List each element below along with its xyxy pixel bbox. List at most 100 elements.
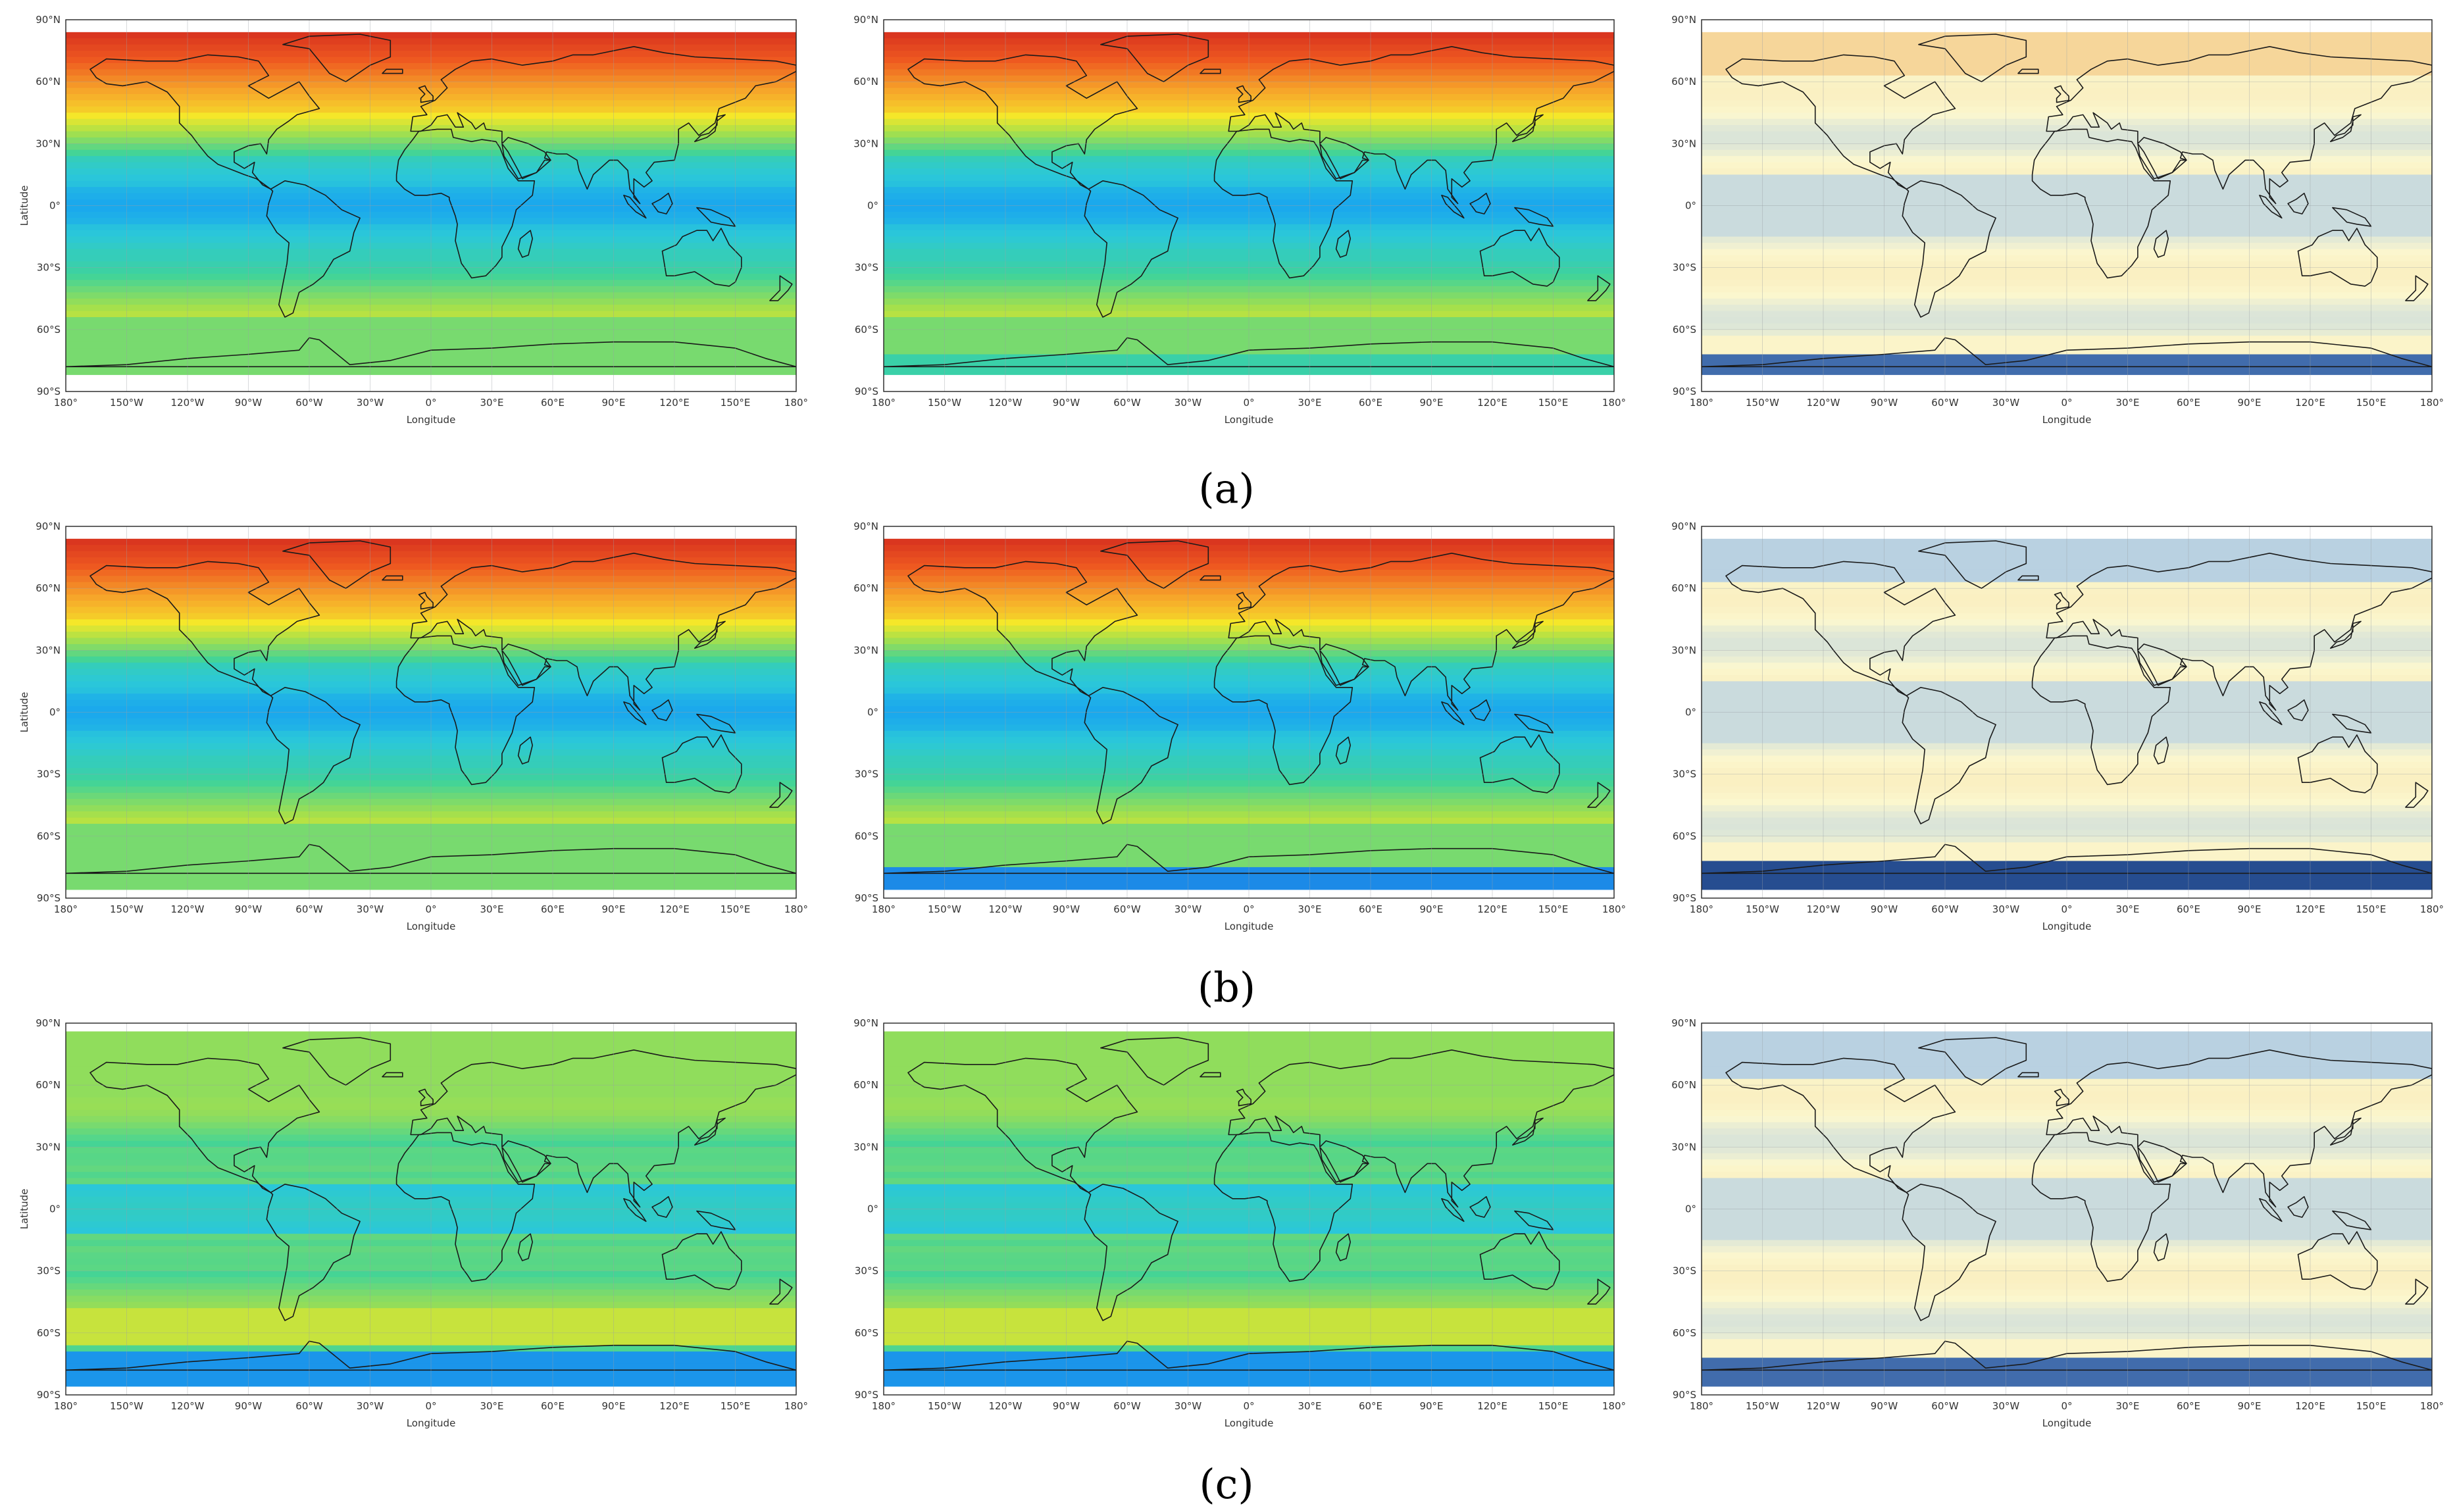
y-axis-label: Latitude (18, 1189, 30, 1230)
lon-tick-label: 120°W (989, 397, 1023, 409)
south-america-outline (1902, 180, 1996, 318)
lon-tick-label: 120°E (1477, 903, 1507, 915)
lat-tick-label: 0° (867, 707, 878, 718)
australia-outline (661, 228, 742, 287)
lat-tick-label: 90°S (1673, 1389, 1696, 1401)
lon-tick-label: 90°W (1871, 397, 1898, 409)
plot-frame (1701, 19, 2433, 392)
africa-outline (395, 635, 536, 786)
lat-tick-label: 30°N (853, 644, 878, 656)
map-panel-a-mid: 90°N 60°N 30°N 0° 30°S 60°S 90°S 180° 150°W 120°W… (831, 13, 1626, 441)
iceland-outline (382, 575, 403, 581)
lon-tick-label: 90°E (601, 397, 625, 409)
lon-tick-label: 180° (784, 1400, 808, 1412)
eurasia-outline (410, 552, 796, 711)
lon-tick-label: 150°E (1538, 1400, 1569, 1412)
new-zealand-outline (2405, 782, 2429, 808)
japan-outline (2330, 1117, 2362, 1146)
lon-tick-label: 150°E (721, 1400, 751, 1412)
sumatra-outline (2259, 701, 2283, 726)
lon-tick-label: 30°E (2115, 397, 2139, 409)
eurasia-outline (2046, 45, 2432, 205)
antarctica-outline (884, 337, 1614, 368)
new-zealand-outline (769, 275, 793, 301)
lon-tick-label: 60°E (541, 903, 565, 915)
map-panel-c-right: 90°N 60°N 30°N 0° 30°S 60°S 90°S 180° 150°W 120°W… (1649, 1017, 2444, 1444)
x-axis-label: Longitude (2042, 920, 2092, 932)
africa-outline (2031, 128, 2171, 279)
field-layer (1702, 526, 2432, 898)
new-guinea-outline (696, 713, 736, 734)
lon-tick-label: 30°W (357, 1400, 384, 1412)
lon-tick-label: 60°W (1113, 397, 1141, 409)
lon-tick-label: 120°E (2295, 397, 2325, 409)
new-zealand-outline (1587, 275, 1611, 301)
lon-tick-label: 120°W (171, 1400, 205, 1412)
uk-outline (418, 592, 434, 610)
plot-frame (65, 526, 797, 899)
lat-tick-label: 90°S (855, 1389, 878, 1401)
indonesia-borneo-outline (651, 192, 673, 214)
south-america-outline (1084, 687, 1178, 824)
australia-outline (1479, 1231, 1560, 1290)
lon-tick-label: 90°W (1053, 903, 1080, 915)
lon-tick-label: 180° (872, 903, 896, 915)
antarctica-outline (66, 844, 796, 874)
lat-tick-label: 60°N (1671, 76, 1696, 88)
lon-tick-label: 150°E (2356, 397, 2387, 409)
lon-tick-label: 180° (784, 903, 808, 915)
lon-tick-label: 30°E (2115, 903, 2139, 915)
madagascar-outline (1335, 736, 1352, 765)
lat-tick-label: 60°S (37, 324, 61, 336)
lat-tick-label: 30°S (1673, 1265, 1696, 1277)
uk-outline (418, 85, 434, 103)
lon-tick-label: 150°W (928, 903, 961, 915)
lon-tick-label: 120°E (659, 1400, 690, 1412)
iceland-outline (2017, 575, 2039, 581)
lon-tick-label: 0° (1243, 1400, 1254, 1412)
antarctica-outline (884, 1340, 1614, 1371)
field-layer (884, 20, 1614, 391)
map-panel-b-right: 90°N 60°N 30°N 0° 30°S 60°S 90°S 180° 150°W 120°W… (1649, 520, 2444, 947)
south-america-outline (266, 687, 361, 824)
lon-tick-label: 150°W (1746, 903, 1779, 915)
lon-tick-label: 30°W (1175, 903, 1202, 915)
lon-tick-label: 60°E (1359, 397, 1382, 409)
japan-outline (1512, 1117, 1544, 1146)
lon-tick-label: 60°E (2177, 397, 2200, 409)
lat-tick-label: 60°S (855, 1327, 878, 1339)
lon-tick-label: 180° (1690, 397, 1713, 409)
lat-tick-label: 60°S (37, 830, 61, 842)
field-layer (884, 1023, 1614, 1395)
x-axis-label: Longitude (1225, 920, 1274, 932)
graticule (1702, 1023, 2432, 1395)
lon-tick-label: 0° (425, 397, 436, 409)
australia-outline (2297, 734, 2378, 794)
lon-tick-label: 150°E (2356, 1400, 2387, 1412)
iceland-outline (382, 1072, 403, 1078)
madagascar-outline (2153, 230, 2169, 258)
lat-tick-label: 60°S (1673, 324, 1696, 336)
japan-outline (1512, 114, 1544, 142)
x-axis-label: Longitude (1225, 1417, 1274, 1429)
lat-tick-label: 60°N (1671, 1079, 1696, 1091)
sumatra-outline (2259, 1197, 2283, 1222)
plot-frame (883, 19, 1615, 392)
arabia-outline (1319, 137, 1369, 180)
lon-tick-label: 30°E (1298, 397, 1321, 409)
madagascar-outline (517, 736, 534, 765)
sumatra-outline (1441, 1197, 1465, 1222)
lat-tick-label: 0° (1685, 1203, 1696, 1215)
lon-tick-label: 90°E (1419, 397, 1443, 409)
africa-outline (1213, 128, 1353, 279)
lon-tick-label: 90°W (1871, 1400, 1898, 1412)
lat-tick-label: 30°S (37, 769, 61, 780)
lon-tick-label: 60°E (541, 1400, 565, 1412)
lon-tick-label: 60°W (295, 903, 323, 915)
row-caption-b: (b) (1197, 963, 1256, 1011)
lat-tick-label: 30°N (1671, 1141, 1696, 1153)
row-caption-a: (a) (1198, 465, 1255, 513)
africa-outline (1213, 1132, 1353, 1282)
